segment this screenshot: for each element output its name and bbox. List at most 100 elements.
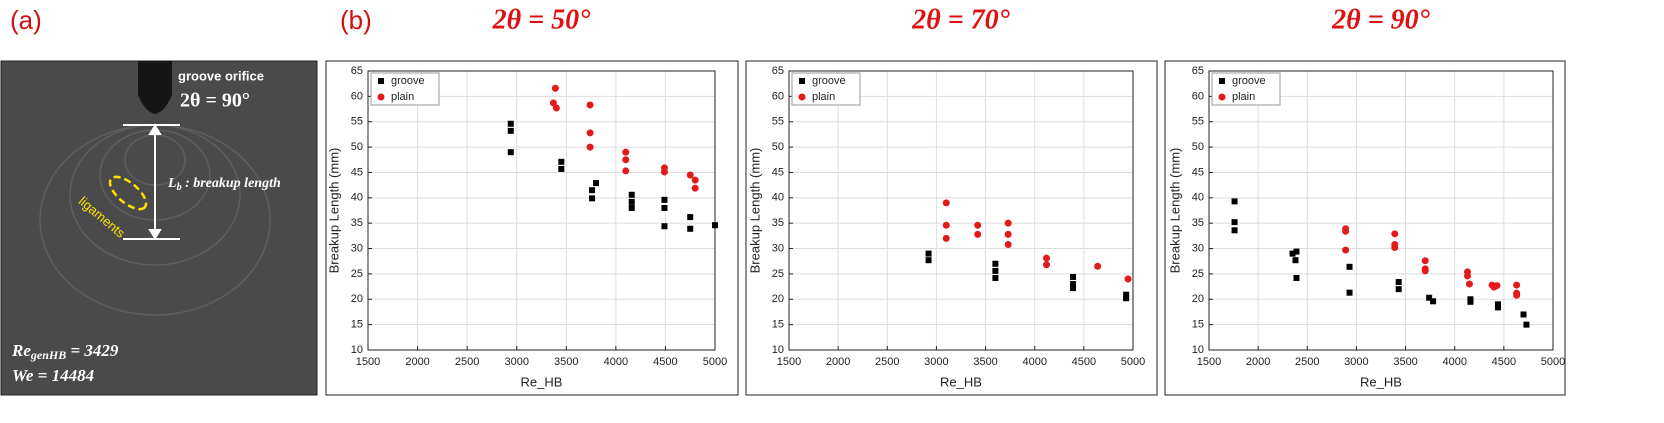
point [589,187,596,194]
plot-frame [788,70,1134,351]
point [661,204,668,211]
chart-frame [745,60,1158,396]
point [1391,244,1399,252]
chart-title: 2θ = 90° [1331,4,1430,35]
y-tick-label: 45 [1192,166,1204,178]
point [974,221,982,229]
x-tick-label: 4500 [653,356,677,368]
angle-label: 2θ = 90° [180,90,250,112]
y-tick-label: 30 [772,242,784,254]
point [1494,304,1501,311]
y-tick-label: 35 [1192,217,1204,229]
plot-frame [367,70,716,351]
y-tick-label: 50 [351,141,363,153]
y-tick-label: 10 [351,344,363,356]
breakup-rest: : breakup length [182,176,281,191]
point [661,196,668,203]
point [1123,291,1130,298]
x-tick-label: 3500 [554,356,578,368]
point [1123,295,1130,302]
point [1467,298,1474,305]
legend-label: plain [812,91,835,103]
x-tick-label: 3000 [924,356,948,368]
chart-title: 2θ = 70° [911,4,1010,35]
reynolds-label: RegenHB = 3429 [11,341,119,362]
panel-label: (a) [10,5,42,35]
x-tick-label: 2000 [1246,356,1270,368]
point [1004,219,1012,227]
point [1342,246,1350,254]
y-tick-label: 40 [1192,192,1204,204]
x-tick-label: 4000 [1442,356,1466,368]
x-tick-label: 2500 [875,356,899,368]
y-axis-label: Breakup Length (mm) [747,148,762,274]
point [1043,261,1051,269]
point [712,222,718,229]
y-tick-label: 15 [772,319,784,331]
x-tick-label: 5000 [1121,356,1145,368]
point [1231,198,1238,205]
y-tick-label: 65 [772,65,784,77]
ligament-marker [108,175,148,211]
point [1342,227,1350,235]
point [1421,267,1429,275]
legend-marker [378,78,384,84]
point [1520,311,1527,318]
y-axis-label: Breakup Length (mm) [326,148,341,274]
point [586,129,594,137]
point [507,120,514,127]
legend-marker [377,93,385,101]
point [1426,294,1433,301]
x-tick-label: 2500 [455,356,479,368]
point [1070,273,1077,280]
point [1513,291,1521,299]
y-tick-label: 25 [1192,268,1204,280]
point [549,99,557,107]
y-tick-label: 35 [772,217,784,229]
point [1231,227,1238,234]
point [622,148,630,156]
x-tick-label: 4000 [1022,356,1046,368]
x-tick-label: 4500 [1072,356,1096,368]
point [661,223,668,230]
point [622,167,630,175]
point [1421,257,1429,265]
point [507,127,514,134]
point [1043,254,1051,262]
breakup-sub: b [177,182,182,193]
x-tick-label: 3500 [973,356,997,368]
point [992,274,999,281]
point [1289,250,1296,257]
breakup-label: Lb : breakup length [167,176,281,193]
weber-label: We = 14484 [12,366,94,385]
y-tick-label: 40 [772,192,784,204]
re-sub: genHB [30,348,66,362]
y-tick-label: 25 [351,268,363,280]
y-tick-label: 15 [1192,319,1204,331]
point [628,204,635,211]
legend-marker [1218,93,1226,101]
chart-frame [325,60,739,396]
chart-frame [1164,60,1566,396]
point [558,165,565,172]
point [992,267,999,274]
point [1231,219,1238,226]
y-tick-label: 50 [772,141,784,153]
y-tick-label: 20 [351,293,363,305]
x-tick-label: 2000 [826,356,850,368]
x-tick-label: 3000 [1344,356,1368,368]
point [551,84,559,92]
point [1070,281,1077,288]
plot-frame [1208,70,1554,351]
x-tick-label: 5000 [703,356,727,368]
point [942,221,950,229]
point [1430,298,1437,305]
y-tick-label: 10 [772,344,784,356]
nozzle [138,61,172,114]
x-tick-label: 3000 [504,356,528,368]
x-tick-label: 3500 [1393,356,1417,368]
point [1523,321,1530,328]
point [687,214,694,221]
y-tick-label: 30 [351,242,363,254]
